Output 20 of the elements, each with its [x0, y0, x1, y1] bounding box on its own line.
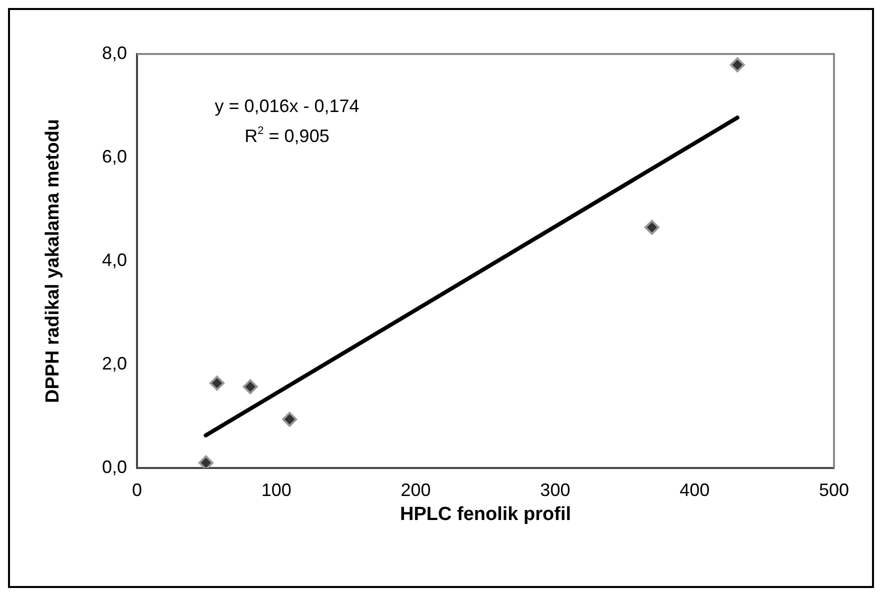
annotation: y = 0,016x - 0,174 — [214, 96, 360, 116]
x-tick-label: 100 — [261, 480, 292, 500]
x-tick-label: 0 — [132, 480, 142, 500]
point — [242, 379, 258, 394]
y-tick-label: 4,0 — [102, 250, 127, 270]
x-tick-label: 400 — [680, 480, 710, 500]
x-tick-label: 500 — [818, 480, 850, 500]
point — [730, 57, 745, 72]
y-tick-label: 2,0 — [102, 353, 127, 374]
point — [644, 220, 660, 235]
y-tick-label: 6,0 — [102, 146, 127, 166]
point — [198, 455, 214, 468]
y-axis-title: DPPH radikal yakalama metodu — [42, 118, 64, 404]
y-tick-label: 8,0 — [102, 42, 127, 63]
point — [210, 376, 225, 391]
x-axis-title: HPLC fenolik profil — [400, 504, 571, 525]
x-tick-label: 300 — [540, 480, 570, 500]
x-tick-label: 200 — [400, 480, 431, 500]
point — [282, 412, 298, 427]
y-tick-label: 0,0 — [102, 456, 127, 477]
